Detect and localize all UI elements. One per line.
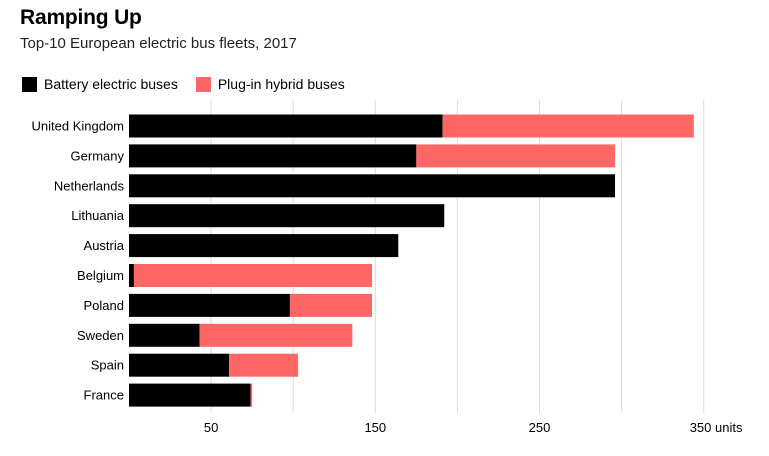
- bar-hybrid: [229, 353, 299, 377]
- x-tick-label: 150: [364, 420, 386, 435]
- bar-battery: [129, 114, 443, 138]
- bar-hybrid: [289, 293, 373, 317]
- category-label: United Kingdom: [32, 119, 125, 134]
- legend-swatch-hybrid: [195, 76, 211, 92]
- bar-battery: [129, 353, 230, 377]
- x-tick-label: 350 units: [690, 420, 743, 435]
- legend-label-hybrid: Plug-in hybrid buses: [217, 76, 345, 92]
- chart-title: Ramping Up: [20, 6, 142, 29]
- bar-hybrid: [416, 144, 616, 168]
- bar-battery: [129, 234, 399, 258]
- legend-label-battery: Battery electric buses: [44, 76, 178, 92]
- bar-hybrid: [250, 383, 253, 407]
- x-tick-label: 250: [529, 420, 551, 435]
- category-label: Austria: [84, 238, 125, 253]
- x-tick-label: 50: [204, 420, 218, 435]
- category-label: Germany: [71, 148, 125, 163]
- bar-battery: [129, 264, 134, 287]
- category-label: Sweden: [77, 328, 124, 343]
- bar-hybrid: [199, 323, 353, 347]
- bar-hybrid: [133, 264, 373, 287]
- legend-item-hybrid: Plug-in hybrid buses: [195, 76, 345, 92]
- category-label: Poland: [84, 298, 124, 313]
- legend: Battery electric buses Plug-in hybrid bu…: [22, 76, 363, 92]
- category-label: France: [84, 388, 124, 403]
- bar-battery: [129, 204, 445, 228]
- legend-swatch-battery: [22, 76, 37, 92]
- bar-battery: [129, 144, 417, 168]
- legend-item-battery: Battery electric buses: [22, 76, 178, 92]
- bar-battery: [129, 174, 616, 198]
- category-label: Spain: [91, 358, 124, 373]
- bar-hybrid: [442, 114, 694, 138]
- category-label: Netherlands: [54, 178, 125, 193]
- category-label: Lithuania: [71, 208, 125, 223]
- category-label: Belgium: [77, 268, 124, 283]
- chart-subtitle: Top-10 European electric bus fleets, 201…: [20, 35, 297, 52]
- bar-battery: [129, 323, 200, 347]
- bar-battery: [129, 293, 290, 317]
- bar-battery: [129, 383, 251, 407]
